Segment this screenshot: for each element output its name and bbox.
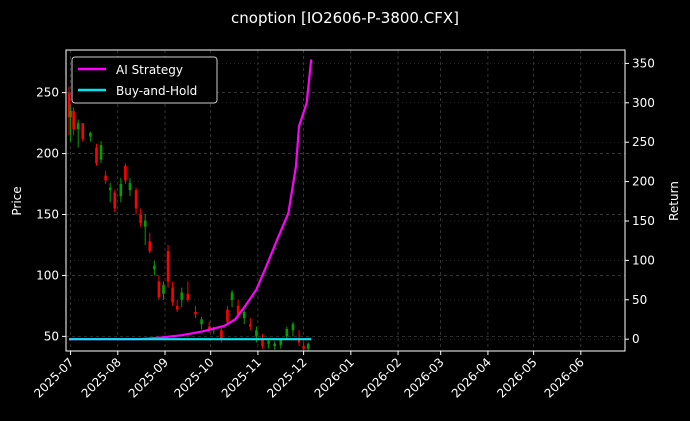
y-left-tick-label: 250 — [36, 86, 59, 100]
y-axis-left-title: Price — [10, 186, 24, 215]
candle-body — [76, 123, 80, 130]
candle-body — [302, 346, 305, 349]
y-right-tick-label: 350 — [632, 56, 655, 70]
candle-body — [143, 220, 147, 227]
right-axis: 0 50 100 150 200 250 300 350 — [625, 56, 655, 346]
candle-body — [171, 287, 174, 303]
candle-body — [134, 190, 138, 209]
y-left-tick-label: 200 — [36, 147, 59, 161]
legend-label-buy-and-hold: Buy-and-Hold — [116, 84, 197, 98]
candles — [67, 86, 310, 351]
candle-body — [267, 341, 270, 344]
y-right-tick-label: 50 — [632, 293, 647, 307]
candle-body — [207, 326, 211, 331]
y-right-tick-label: 100 — [632, 253, 655, 267]
chart-title: cnoption [IO2606-P-3800.CFX] — [231, 9, 459, 27]
candle-body — [162, 285, 165, 294]
candle-body — [108, 187, 112, 191]
candle-body — [67, 92, 71, 118]
candle-body — [180, 292, 184, 300]
candle-body — [220, 330, 223, 339]
candle-body — [104, 175, 107, 181]
candle-body — [95, 147, 98, 164]
candle-body — [81, 123, 85, 139]
y-right-tick-label: 0 — [632, 332, 640, 346]
candle-body — [306, 343, 310, 349]
candle-body — [273, 343, 276, 347]
candle-body — [89, 132, 92, 137]
candle-body — [72, 110, 75, 130]
candle-body — [255, 330, 258, 337]
candle-body — [124, 165, 127, 181]
candle-body — [139, 214, 142, 224]
candle-body — [148, 241, 152, 252]
candle-body — [291, 324, 295, 331]
candle-body — [236, 305, 240, 315]
candle-body — [249, 324, 252, 327]
y-left-tick-label: 50 — [44, 329, 59, 343]
left-axis: 50 100 150 200 250 — [36, 86, 66, 343]
series-lines — [69, 59, 313, 341]
series-line-ai-strategy — [69, 59, 313, 341]
candle-body — [128, 182, 132, 191]
candle-body — [186, 293, 190, 300]
candle-body — [157, 281, 161, 298]
candle-body — [230, 292, 234, 300]
legend: AI Strategy Buy-and-Hold — [71, 56, 218, 104]
candle-body — [99, 145, 103, 160]
candle-body — [226, 309, 229, 322]
y-right-tick-label: 250 — [632, 135, 655, 149]
candle-body — [285, 329, 289, 337]
candle-body — [279, 340, 283, 345]
y-left-tick-label: 150 — [36, 208, 59, 222]
candle-body — [194, 312, 197, 315]
y-axis-right-title: Return — [667, 181, 681, 221]
legend-label-ai-strategy: AI Strategy — [116, 63, 183, 77]
legend-box — [71, 56, 218, 104]
y-right-tick-label: 300 — [632, 96, 655, 110]
candle-body — [175, 305, 179, 310]
y-left-tick-label: 100 — [36, 268, 59, 282]
candle-body — [200, 319, 203, 325]
candle-body — [153, 265, 156, 270]
candle-body — [261, 338, 264, 347]
plot-frame — [65, 49, 626, 352]
candle-body — [242, 312, 246, 319]
y-right-tick-label: 150 — [632, 214, 655, 228]
candle-body — [297, 338, 301, 343]
candle-body — [69, 110, 72, 118]
candle-body — [119, 184, 123, 197]
candle-body — [113, 192, 117, 209]
candle-body — [166, 251, 170, 282]
y-right-tick-label: 200 — [632, 175, 655, 189]
